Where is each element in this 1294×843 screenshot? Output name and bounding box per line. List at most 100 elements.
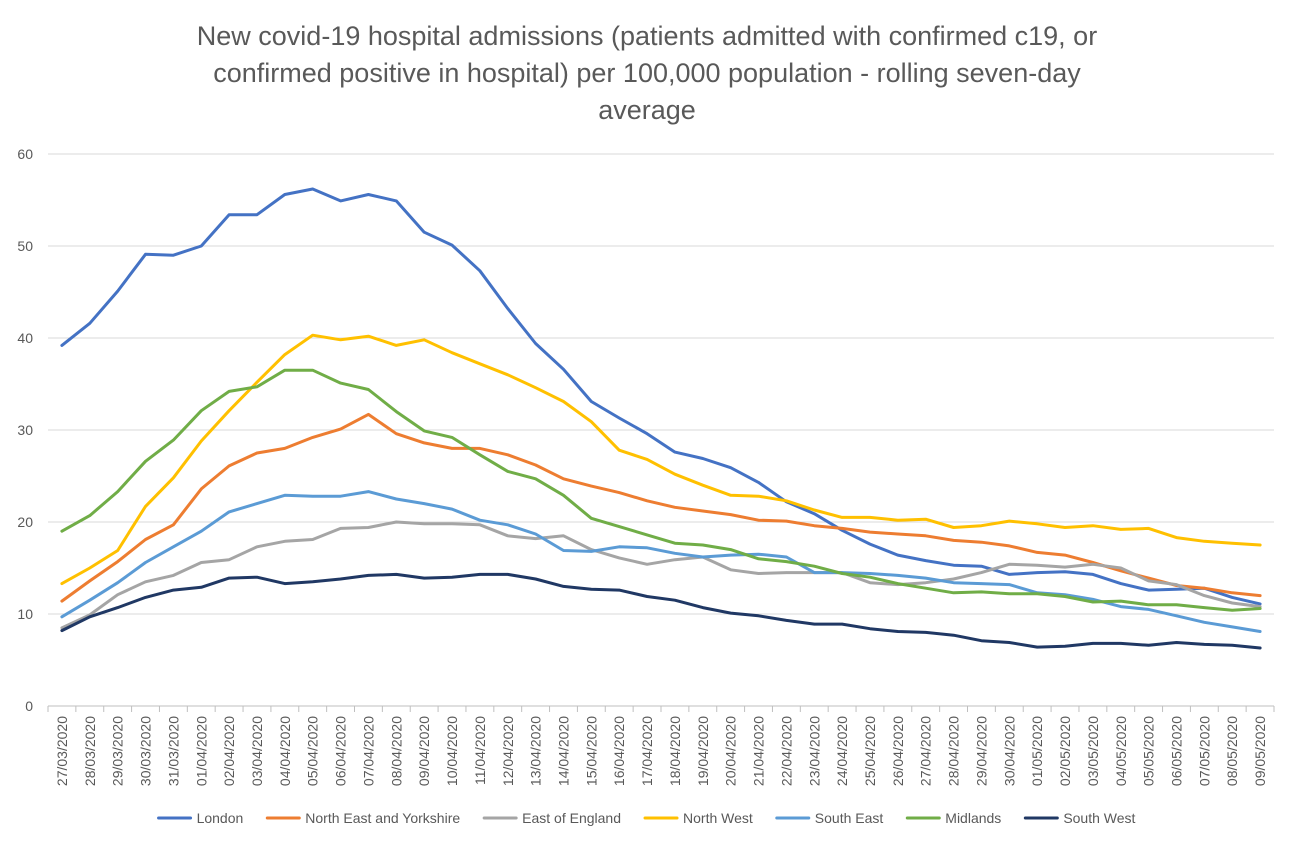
data-point xyxy=(478,523,482,526)
data-point xyxy=(339,495,342,498)
data-point xyxy=(813,622,816,626)
data-point xyxy=(590,550,593,553)
data-point xyxy=(283,447,286,450)
data-point xyxy=(144,580,147,583)
data-point xyxy=(1147,576,1150,580)
data-point xyxy=(757,553,760,556)
data-point xyxy=(534,532,537,536)
data-point xyxy=(562,585,565,588)
series-line xyxy=(60,572,1262,650)
data-point xyxy=(283,540,286,543)
data-point xyxy=(868,530,872,534)
data-point xyxy=(1091,573,1095,576)
data-point xyxy=(116,490,119,493)
data-point xyxy=(534,477,537,480)
data-point xyxy=(729,548,732,551)
data-point xyxy=(924,587,927,590)
legend-item: London xyxy=(157,810,243,826)
data-point xyxy=(1119,642,1123,645)
x-tick-label: 12/04/2020 xyxy=(500,716,516,786)
data-point xyxy=(395,573,398,576)
legend-label: East of England xyxy=(522,810,621,826)
data-point xyxy=(618,556,621,560)
data-point xyxy=(785,519,788,523)
data-point xyxy=(116,606,119,609)
data-point xyxy=(673,552,677,555)
data-point xyxy=(729,611,732,615)
x-tick-label: 27/04/2020 xyxy=(918,716,934,786)
data-point xyxy=(924,534,927,537)
data-point xyxy=(60,629,64,632)
series-north-east-and-yorkshire xyxy=(60,412,1262,603)
x-tick-label: 28/04/2020 xyxy=(946,716,962,786)
data-point xyxy=(868,576,872,579)
data-point xyxy=(924,581,927,584)
data-point xyxy=(618,416,621,420)
data-point xyxy=(645,458,649,461)
data-point xyxy=(618,525,621,528)
data-point xyxy=(1203,587,1206,590)
data-point xyxy=(60,626,64,629)
data-point xyxy=(200,487,203,491)
data-point xyxy=(701,457,704,460)
data-point xyxy=(1008,641,1011,644)
series-line xyxy=(60,520,1262,630)
data-point xyxy=(367,574,370,577)
data-point xyxy=(868,516,872,519)
y-tick-label: 30 xyxy=(17,422,33,438)
data-point xyxy=(1119,528,1123,531)
data-point xyxy=(283,193,286,196)
x-tick-label: 22/04/2020 xyxy=(778,716,794,786)
data-point xyxy=(729,513,732,516)
data-point xyxy=(1175,603,1178,606)
data-point xyxy=(1091,642,1095,645)
x-tick-label: 07/04/2020 xyxy=(360,716,376,786)
data-point xyxy=(423,231,426,234)
data-point xyxy=(450,507,454,511)
data-point xyxy=(1175,614,1178,617)
data-point xyxy=(757,481,760,484)
data-point xyxy=(757,519,760,522)
data-point xyxy=(785,555,788,559)
x-tick-label: 17/04/2020 xyxy=(639,716,655,786)
data-point xyxy=(423,522,426,525)
data-point xyxy=(980,541,983,544)
data-point xyxy=(1008,583,1011,586)
x-tick-label: 25/04/2020 xyxy=(862,716,878,786)
data-point xyxy=(339,527,342,530)
data-point xyxy=(840,622,844,626)
data-point xyxy=(1231,609,1234,612)
x-tick-label: 15/04/2020 xyxy=(583,716,599,786)
chart-title-line-3: average xyxy=(598,95,696,125)
data-point xyxy=(757,495,760,498)
data-point xyxy=(1147,608,1150,611)
data-point xyxy=(1063,595,1067,598)
legend-label: Midlands xyxy=(945,810,1001,826)
data-point xyxy=(868,572,872,575)
data-point xyxy=(395,497,398,501)
data-point xyxy=(729,494,732,497)
data-point xyxy=(1119,599,1123,603)
data-point xyxy=(785,499,788,502)
data-point xyxy=(200,409,203,412)
data-point xyxy=(311,369,314,372)
data-point xyxy=(562,549,565,552)
data-point xyxy=(980,582,983,585)
data-point xyxy=(200,530,203,533)
chart-title-line-1: New covid-19 hospital admissions (patien… xyxy=(196,21,1098,51)
data-point xyxy=(255,213,259,216)
data-point xyxy=(1147,588,1150,592)
data-point xyxy=(255,451,259,455)
data-point xyxy=(590,588,593,591)
data-point xyxy=(1063,565,1067,569)
data-point xyxy=(590,400,593,403)
data-point xyxy=(980,639,983,642)
data-point xyxy=(1231,601,1234,605)
data-point xyxy=(60,615,64,618)
data-point xyxy=(562,477,565,480)
data-point xyxy=(1258,630,1262,633)
data-point xyxy=(534,537,537,540)
data-point xyxy=(1258,594,1262,597)
data-point xyxy=(701,543,704,547)
x-tick-label: 10/04/2020 xyxy=(444,716,460,786)
